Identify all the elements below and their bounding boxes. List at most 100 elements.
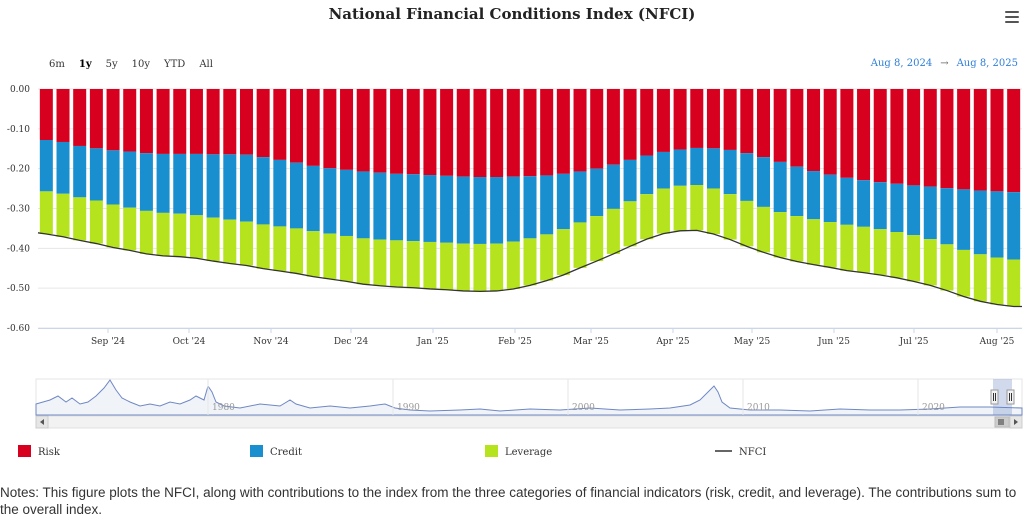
leverage-bar bbox=[940, 244, 954, 291]
credit-bar bbox=[540, 175, 554, 235]
leverage-bar bbox=[356, 238, 370, 285]
leverage-bar bbox=[556, 229, 570, 276]
credit-bar bbox=[290, 162, 304, 229]
credit-bar bbox=[573, 171, 587, 223]
credit-bar bbox=[623, 159, 637, 202]
credit-bar bbox=[990, 191, 1004, 258]
credit-bar bbox=[923, 186, 937, 240]
navigator-year-label: 2020 bbox=[922, 403, 945, 413]
scrollbar-thumb[interactable] bbox=[994, 416, 1010, 428]
risk-bar bbox=[423, 89, 437, 176]
nfci-chart: 0.00 -0.10 -0.20 -0.30 -0.40 -0.50 -0.60 Sep '… bbox=[7, 85, 1023, 458]
leverage-bar bbox=[623, 201, 637, 247]
risk-bar bbox=[239, 89, 253, 155]
risk-bar bbox=[623, 89, 637, 160]
leverage-bar bbox=[490, 243, 504, 291]
date-from-input[interactable]: Aug 8, 2024 bbox=[870, 58, 933, 69]
credit-bar bbox=[490, 177, 504, 244]
credit-bar bbox=[807, 171, 821, 220]
legend-item-leverage[interactable]: Leverage bbox=[485, 445, 552, 458]
legend-item-risk[interactable]: Risk bbox=[18, 445, 61, 458]
leverage-bar bbox=[39, 191, 53, 234]
leverage-bar bbox=[857, 226, 871, 273]
credit-bar bbox=[323, 168, 337, 234]
range-button-ytd[interactable]: YTD bbox=[164, 59, 186, 70]
risk-bar bbox=[723, 89, 737, 150]
x-tick-label: Jan '25 bbox=[416, 337, 449, 347]
leverage-bar bbox=[907, 235, 921, 282]
chevron-left-icon bbox=[40, 419, 44, 425]
leverage-bar bbox=[206, 217, 220, 262]
leverage-bar bbox=[690, 185, 704, 231]
range-button-all[interactable]: All bbox=[199, 59, 213, 70]
credit-bar bbox=[690, 147, 704, 185]
legend-swatch bbox=[250, 445, 263, 457]
navigator-scrollbar[interactable] bbox=[35, 415, 1023, 429]
leverage-bar bbox=[73, 197, 87, 241]
risk-bar bbox=[256, 89, 270, 158]
range-button-5y[interactable]: 5y bbox=[105, 59, 118, 70]
credit-bar bbox=[123, 151, 137, 208]
risk-bar bbox=[106, 89, 120, 151]
range-button-6m[interactable]: 6m bbox=[49, 59, 65, 70]
risk-bar bbox=[390, 89, 404, 174]
legend-item-credit[interactable]: Credit bbox=[250, 445, 302, 458]
credit-bar bbox=[857, 180, 871, 227]
x-tick-label: Dec '24 bbox=[334, 337, 369, 347]
navigator-handle[interactable] bbox=[990, 389, 999, 405]
legend-item-nfci[interactable]: NFCI bbox=[715, 447, 766, 458]
credit-bar bbox=[890, 183, 904, 232]
risk-bar bbox=[640, 89, 654, 156]
risk-bar bbox=[490, 89, 504, 178]
x-tick-label: Nov '24 bbox=[253, 337, 288, 347]
hamburger-menu-icon[interactable] bbox=[1005, 11, 1019, 23]
risk-bar bbox=[907, 89, 921, 186]
credit-bar bbox=[840, 177, 854, 225]
credit-bar bbox=[206, 154, 220, 218]
navigator-handle[interactable] bbox=[1006, 389, 1015, 405]
credit-bar bbox=[156, 153, 170, 213]
credit-bar bbox=[373, 172, 387, 240]
risk-bar bbox=[273, 89, 287, 160]
leverage-bar bbox=[890, 232, 904, 278]
legend-label: Credit bbox=[270, 447, 302, 458]
risk-bar bbox=[673, 89, 687, 150]
risk-bar bbox=[756, 89, 770, 158]
leverage-bar bbox=[640, 194, 654, 240]
credit-bar bbox=[173, 153, 187, 214]
credit-bar bbox=[790, 166, 804, 217]
legend-label: Leverage bbox=[505, 447, 552, 458]
leverage-bar bbox=[1007, 259, 1021, 307]
stacked-bars bbox=[39, 89, 1021, 307]
risk-bar bbox=[73, 89, 87, 146]
leverage-bar bbox=[873, 229, 887, 276]
y-tick-label: -0.10 bbox=[7, 125, 30, 135]
credit-bar bbox=[590, 168, 604, 217]
leverage-bar bbox=[423, 241, 437, 289]
leverage-bar bbox=[523, 238, 537, 286]
range-button-10y[interactable]: 10y bbox=[131, 59, 151, 70]
credit-bar bbox=[823, 174, 837, 223]
risk-bar bbox=[857, 89, 871, 181]
nfci-line bbox=[37, 229, 1022, 308]
risk-bar bbox=[590, 89, 604, 169]
range-button-1y[interactable]: 1y bbox=[78, 59, 92, 70]
leverage-bar bbox=[223, 219, 237, 264]
credit-bar bbox=[506, 176, 520, 242]
risk-bar bbox=[306, 89, 320, 166]
risk-bar bbox=[506, 89, 520, 177]
credit-bar bbox=[456, 176, 470, 244]
risk-bar bbox=[89, 89, 103, 149]
risk-bar bbox=[706, 89, 720, 149]
navigator[interactable]: 1980 1990 2000 2010 2020 bbox=[35, 378, 1023, 429]
credit-bar bbox=[89, 148, 103, 201]
risk-bar bbox=[189, 89, 203, 154]
risk-bar bbox=[740, 89, 754, 154]
credit-bar bbox=[673, 149, 687, 186]
credit-bar bbox=[73, 145, 87, 198]
risk-bar bbox=[973, 89, 987, 191]
credit-bar bbox=[773, 161, 787, 213]
legend-label: Risk bbox=[38, 447, 61, 458]
x-tick-label: Feb '25 bbox=[498, 337, 532, 347]
date-to-input[interactable]: Aug 8, 2025 bbox=[956, 58, 1018, 69]
